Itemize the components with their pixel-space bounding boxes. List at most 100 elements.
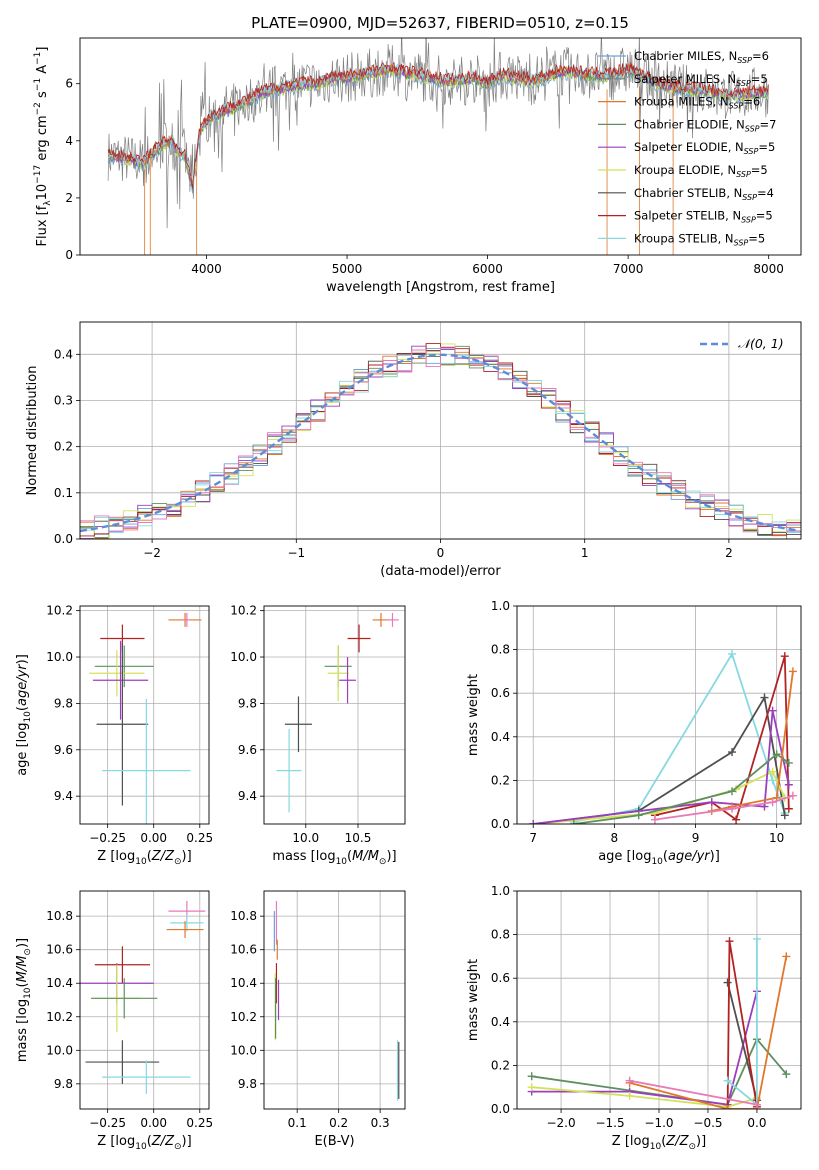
figure-title: PLATE=0900, MJD=52637, FIBERID=0510, z=0… (251, 14, 629, 32)
x-tick-label: 10 (769, 831, 784, 845)
y-tick-label: 9.8 (54, 696, 73, 710)
y-tick-label: 0.8 (491, 928, 510, 942)
spectrum-data-line (107, 38, 769, 229)
mass-vs-ebv-panel: 0.1 0.2 0.3 9.8 10.0 10.2 10.4 10.6 10.8 E(B-V) (230, 890, 406, 1149)
weight-marker (723, 1076, 732, 1085)
weight-line (654, 794, 794, 821)
y-tick-label: 10.2 (46, 1010, 73, 1024)
legend-label: Salpeter ELODIE, NSSP=5 (634, 140, 775, 156)
y-tick-label: 9.8 (238, 1077, 257, 1091)
weight-marker (527, 1083, 536, 1092)
y-tick-label: 0.3 (54, 393, 73, 407)
y-tick-label: 9.8 (238, 696, 257, 710)
mass-weight-vs-Z-panel: −2.0 −1.5 −1.0 −0.5 0.0 0.0 0.2 0.4 0.6 0.8 1.0 Z [… (466, 884, 802, 1152)
y-tick-label: 0.2 (54, 440, 73, 454)
x-tick-label: 4000 (191, 262, 222, 276)
weight-line (654, 655, 790, 822)
y-tick-label: 10.2 (230, 604, 257, 618)
weight-marker (782, 952, 791, 961)
errorbar-point (102, 698, 191, 824)
weight-marker (723, 978, 732, 987)
x-tick-label: 0.1 (288, 1116, 307, 1130)
weight-series (529, 706, 793, 824)
y-tick-label: 0.4 (491, 730, 510, 744)
legend-label: Kroupa STELIB, NSSP=5 (634, 231, 765, 247)
errorbar-point (183, 612, 191, 627)
y-tick-label: 0.0 (491, 1102, 510, 1116)
x-tick-label: 0.3 (371, 1116, 390, 1130)
y-axis-label: age [log10(age/yr)] (15, 654, 33, 776)
weight-marker (529, 820, 538, 824)
legend-label: Chabrier MILES, NSSP=6 (634, 49, 769, 65)
age-vs-Z-panel: −0.25 0.00 0.25 9.4 9.6 9.8 10.0 10.2 Z [log10(Z… (15, 604, 213, 867)
mass-vs-Z-plot-area (80, 901, 206, 1094)
weight-series (650, 791, 797, 824)
weight-line (629, 956, 788, 1109)
weight-marker (725, 937, 734, 946)
errorbar-point (102, 1060, 191, 1094)
weight-marker (788, 667, 797, 676)
y-tick-label: 0.2 (491, 773, 510, 787)
y-tick-label: 9.4 (54, 789, 73, 803)
legend-label: Kroupa ELODIE, NSSP=5 (634, 163, 768, 179)
errorbar-point (386, 612, 399, 627)
axes-frame (516, 890, 802, 1110)
x-axis-label: age [log10(age/yr)] (598, 849, 720, 867)
weight-marker (768, 798, 777, 807)
weight-marker (625, 1091, 634, 1100)
spectrum-panel: 4000 5000 6000 7000 8000 0 2 4 6 wavelength [Angs… (33, 37, 802, 295)
axes-frame (79, 37, 802, 256)
weight-marker (723, 1105, 732, 1109)
y-tick-label: 10.8 (230, 909, 257, 923)
x-tick-label: 8000 (753, 262, 784, 276)
y-axis-label: Normed distribution (25, 366, 40, 496)
histogram-step (80, 343, 801, 537)
weight-line (573, 651, 786, 823)
y-tick-label: 10.0 (230, 1043, 257, 1057)
y-tick-label: 0.1 (54, 486, 73, 500)
mass-weight-vs-Z-plot-area (527, 934, 791, 1109)
x-axis-label: mass [log10(M/M⊙)] (272, 849, 396, 867)
y-tick-label: 1.0 (491, 884, 510, 898)
errorbar-point (327, 645, 349, 702)
x-axis-label: Z [log10(Z/Z⊙)] (97, 1134, 191, 1152)
spectrum-legend: Chabrier MILES, NSSP=6 Salpeter MILES, NS… (598, 49, 776, 247)
y-tick-label: 0 (65, 248, 73, 262)
errorbar-point (96, 643, 149, 806)
axes-frame (79, 321, 802, 540)
axes-frame (516, 605, 802, 825)
y-axis-label: mass weight (466, 959, 481, 1041)
weight-marker (768, 767, 777, 776)
age-vs-mass-plot-area (276, 612, 399, 813)
x-tick-label: 0.00 (140, 1116, 167, 1130)
weight-marker (768, 706, 777, 715)
spectrum-model-line (107, 61, 769, 188)
histogram-legend: 𝒩(0, 1) (700, 336, 784, 351)
weight-marker (784, 758, 793, 767)
weight-marker (780, 652, 789, 661)
errorbar-point (347, 624, 371, 653)
weight-marker (752, 1100, 761, 1109)
x-tick-label: 0.2 (329, 1116, 348, 1130)
weight-marker (772, 750, 781, 759)
weight-marker (782, 1070, 791, 1079)
weight-marker (650, 815, 659, 824)
weight-marker (625, 1076, 634, 1085)
errorbar-point (166, 921, 204, 938)
errorbar-point (339, 657, 356, 704)
y-tick-label: 0.2 (491, 1058, 510, 1072)
weight-series (569, 649, 789, 824)
y-tick-label: 10.0 (46, 650, 73, 664)
y-tick-label: 10.2 (46, 604, 73, 618)
legend-label: Salpeter STELIB, NSSP=5 (634, 209, 773, 225)
x-axis-label: (data-model)/error (380, 564, 501, 579)
weight-marker (728, 804, 737, 813)
x-tick-label: −1.5 (595, 1116, 624, 1130)
y-tick-label: 10.8 (46, 909, 73, 923)
x-axis-label: wavelength [Angstrom, rest frame] (326, 280, 555, 295)
x-axis-label: Z [log10(Z/Z⊙)] (97, 849, 191, 867)
spectrum-plot-area (107, 38, 769, 255)
x-tick-label: 6000 (472, 262, 503, 276)
y-tick-label: 0.0 (54, 532, 73, 546)
